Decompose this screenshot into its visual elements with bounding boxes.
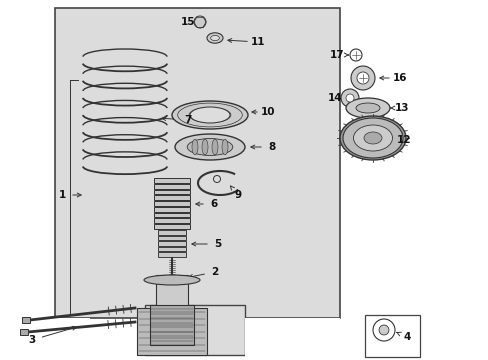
Text: 13: 13: [394, 103, 408, 113]
Bar: [154, 178, 190, 183]
Text: 11: 11: [250, 37, 264, 47]
Bar: [154, 213, 190, 217]
Ellipse shape: [187, 139, 232, 156]
Text: 15: 15: [181, 17, 195, 27]
Bar: [154, 201, 190, 206]
Ellipse shape: [206, 33, 223, 43]
Text: 6: 6: [210, 199, 217, 209]
Ellipse shape: [212, 139, 218, 155]
Circle shape: [194, 16, 205, 28]
Ellipse shape: [346, 98, 389, 118]
Circle shape: [356, 72, 368, 84]
Text: 1: 1: [58, 190, 65, 200]
Ellipse shape: [342, 118, 402, 158]
Bar: [20, 329, 28, 335]
Bar: [158, 235, 185, 240]
Circle shape: [372, 319, 394, 341]
Bar: [154, 224, 190, 229]
Text: 2: 2: [211, 267, 218, 277]
Circle shape: [349, 49, 361, 61]
Text: 5: 5: [214, 239, 221, 249]
Bar: [150, 305, 194, 345]
Bar: [154, 207, 190, 212]
Bar: [339, 0, 488, 360]
Text: 7: 7: [184, 115, 191, 125]
Bar: [154, 195, 190, 200]
Bar: [244, 318, 339, 360]
Ellipse shape: [353, 125, 392, 151]
Text: 12: 12: [396, 135, 410, 145]
Ellipse shape: [175, 134, 244, 160]
Ellipse shape: [363, 132, 381, 144]
Text: 4: 4: [403, 332, 410, 342]
Bar: [0, 0, 55, 360]
Bar: [364, 315, 419, 357]
Circle shape: [350, 66, 374, 90]
Text: 10: 10: [260, 107, 275, 117]
Bar: [158, 252, 185, 257]
Bar: [158, 247, 185, 251]
Bar: [154, 184, 190, 189]
Bar: [154, 190, 190, 194]
Circle shape: [340, 89, 358, 107]
Bar: [137, 308, 206, 355]
Ellipse shape: [143, 275, 200, 285]
Text: 16: 16: [392, 73, 407, 83]
Bar: [156, 275, 187, 315]
Text: 9: 9: [234, 190, 241, 200]
Bar: [145, 305, 244, 355]
Ellipse shape: [192, 139, 198, 155]
Text: 3: 3: [28, 335, 36, 345]
Ellipse shape: [222, 139, 227, 155]
Circle shape: [378, 325, 388, 335]
Ellipse shape: [202, 139, 207, 155]
Bar: [0, 318, 90, 360]
Ellipse shape: [355, 103, 379, 113]
Circle shape: [346, 94, 353, 102]
Bar: [55, 8, 339, 318]
Text: 17: 17: [329, 50, 344, 60]
Bar: [158, 241, 185, 246]
Bar: [22, 317, 30, 323]
Ellipse shape: [210, 35, 219, 41]
Ellipse shape: [172, 101, 247, 129]
Ellipse shape: [190, 107, 229, 123]
Text: 14: 14: [327, 93, 342, 103]
Text: 8: 8: [268, 142, 275, 152]
Bar: [158, 230, 185, 235]
Bar: [154, 219, 190, 223]
Ellipse shape: [339, 116, 405, 160]
